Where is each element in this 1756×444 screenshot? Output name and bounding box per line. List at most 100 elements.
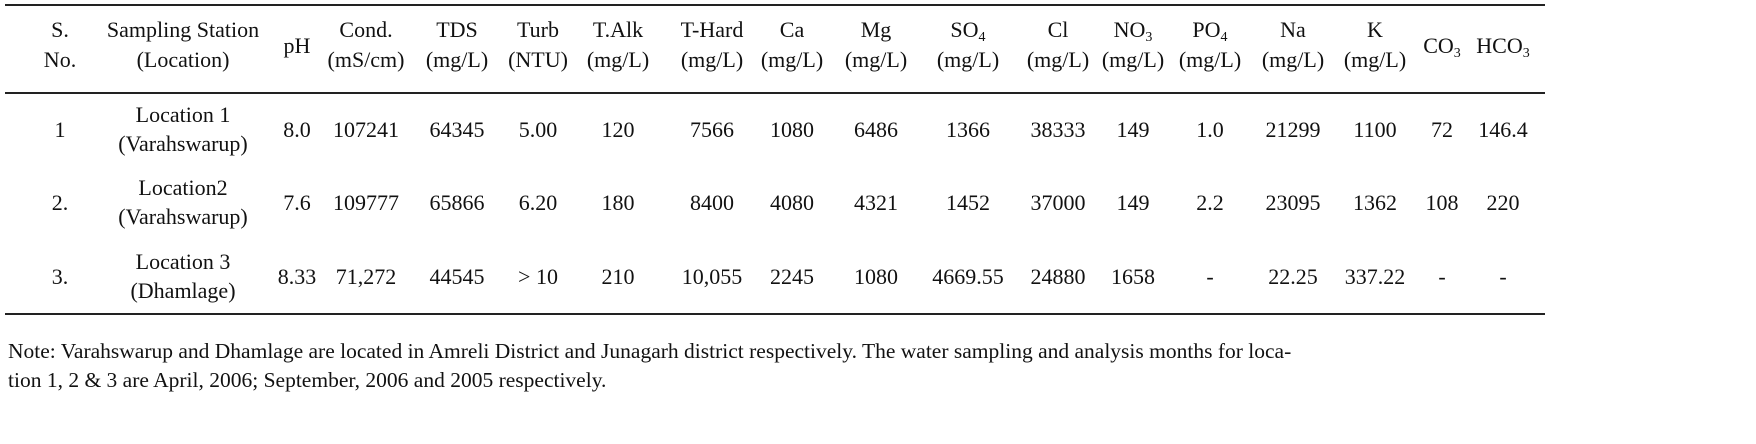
bottom-rule [5,313,1545,315]
header-text: pH [284,31,311,61]
header-label: Mg [860,17,892,42]
cell: 4080 [770,190,814,215]
header-line2: (mg/L) [425,47,489,72]
header-cell: Mg (mg/L) [845,15,907,75]
header-cell: SO4 (mg/L) [937,15,999,75]
header-label: Turb [517,17,559,42]
station-line: Location2 [138,175,228,200]
cell: 1452 [946,190,990,215]
header-label: NO [1113,17,1146,42]
header-cell: K (mg/L) [1344,15,1406,75]
header-cell: TDS (mg/L) [426,15,488,75]
cell: 2. [51,190,69,215]
header-cell: T.Alk (mg/L) [587,15,649,75]
cell: 1366 [946,117,990,142]
header-rule [5,92,1545,94]
header-subscript: 4 [978,30,986,45]
cell: 120 [601,117,635,142]
header-label: Sampling Station [106,17,260,42]
header-label: pH [283,33,311,58]
header-cell: CO3 [1423,31,1461,61]
header-text: CO3 [1423,31,1461,61]
station-line: (Varahswarup) [118,131,248,156]
cell: 37000 [1030,190,1086,215]
header-line2: (NTU) [508,47,568,72]
header-label: Cl [1047,17,1069,42]
header-line2: (mg/L) [760,47,824,72]
header-text: HCO3 [1476,31,1529,61]
cell: 72 [1431,117,1453,142]
cell: 149 [1116,190,1150,215]
cell: 337.22 [1344,264,1406,289]
header-cell: Ca (mg/L) [761,15,823,75]
cell: 65866 [429,190,485,215]
header-text: TDS [426,15,488,45]
header-label: Ca [779,17,805,42]
cell: 1080 [854,264,898,289]
header-line2: (mg/L) [1178,47,1242,72]
cell: 107241 [333,117,399,142]
cell: 1.0 [1196,117,1224,142]
station-line: (Varahswarup) [118,204,248,229]
header-label: HCO [1476,33,1523,58]
cell: 1080 [770,117,814,142]
header-text: PO4 [1179,15,1241,45]
cell: 24880 [1030,264,1086,289]
header-label: S. [51,17,69,42]
header-label: CO [1423,33,1454,58]
cell: 6486 [854,117,898,142]
header-text: SO4 [937,15,999,45]
header-text: Na [1262,15,1324,45]
cell: 146.4 [1478,117,1528,142]
cell: 8.33 [277,264,317,289]
cell: 109777 [333,190,399,215]
header-label: Na [1280,17,1306,42]
cell: 71,272 [335,264,397,289]
station-cell: Location 1 (Varahswarup) [118,100,248,158]
cell: 44545 [429,264,485,289]
header-cell: Sampling Station (Location) [107,15,259,75]
header-cell: S. No. [44,15,76,75]
header-text: Sampling Station [107,15,259,45]
header-text: Cond. [328,15,405,45]
header-line2: (mg/L) [936,47,1000,72]
header-text: Cl [1027,15,1089,45]
cell: 2245 [770,264,814,289]
cell: 220 [1486,190,1520,215]
cell: 21299 [1265,117,1321,142]
note-line: Note: Varahswarup and Dhamlage are locat… [8,339,1292,363]
station-line: Location 1 [135,102,231,127]
header-text: K [1344,15,1406,45]
header-cell: Cond. (mS/cm) [328,15,405,75]
header-line2: (mS/cm) [327,47,405,72]
header-text: T-Hard [681,15,744,45]
cell: 1100 [1353,117,1397,142]
cell: 8.0 [283,117,311,142]
cell: 2.2 [1196,190,1224,215]
header-line2: (mg/L) [1101,47,1165,72]
cell: 180 [601,190,635,215]
header-line2: (mg/L) [844,47,908,72]
cell: 7566 [690,117,734,142]
header-text: Mg [845,15,907,45]
cell: 210 [601,264,635,289]
cell: 5.00 [518,117,558,142]
header-label: TDS [436,17,478,42]
cell: 3. [51,264,69,289]
top-rule [5,4,1545,6]
cell: 1 [54,117,66,142]
header-label: PO [1192,17,1221,42]
cell: 22.25 [1268,264,1318,289]
header-text: Ca [761,15,823,45]
header-line2: (mg/L) [680,47,744,72]
header-line2: (mg/L) [1261,47,1325,72]
station-cell: Location 3 (Dhamlage) [130,247,235,305]
header-cell: Na (mg/L) [1262,15,1324,75]
header-cell: NO3 (mg/L) [1102,15,1164,75]
header-line2: No. [43,47,77,72]
cell: 64345 [429,117,485,142]
cell: 4321 [854,190,898,215]
header-cell: pH [284,31,311,61]
cell: 7.6 [283,190,311,215]
